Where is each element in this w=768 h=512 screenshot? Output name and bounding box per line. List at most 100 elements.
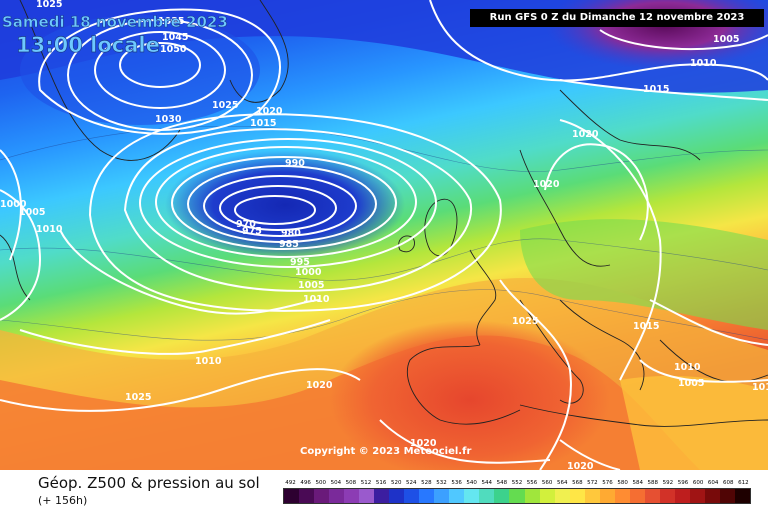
scale-swatch	[344, 489, 360, 503]
legend-area: Géop. Z500 & pression au sol (+ 156h) 49…	[0, 470, 768, 512]
run-info-box: Run GFS 0 Z du Dimanche 12 novembre 2023	[470, 9, 764, 27]
scale-value: 532	[436, 480, 447, 486]
isobar-label: 1010	[303, 294, 330, 305]
scale-value: 512	[360, 480, 372, 486]
scale-value: 604	[707, 480, 719, 486]
isobar-label: 985	[279, 239, 299, 250]
scale-value: 500	[315, 480, 326, 486]
scale-value: 492	[285, 480, 296, 486]
scale-value: 612	[738, 480, 749, 486]
isobar-label: 1045	[162, 32, 188, 43]
isobar-label: 1030	[155, 114, 182, 125]
scale-value: 508	[345, 480, 357, 486]
isobar-label: 1020	[567, 461, 594, 470]
scale-value: 552	[511, 480, 523, 486]
weather-map: 1025 1035 1045 1050 1025 1030 1020 1015 …	[0, 0, 768, 470]
scale-value: 496	[300, 480, 311, 486]
scale-swatch	[404, 489, 420, 503]
scale-swatch	[329, 489, 345, 503]
forecast-time: 13:00 locale	[16, 33, 160, 57]
isobar-label: 1025	[212, 100, 238, 111]
scale-swatch	[689, 489, 705, 503]
isobar-label: 1000	[0, 199, 27, 210]
isobar-label: 1020	[306, 380, 333, 391]
isobar-label: 1015	[250, 118, 276, 129]
color-scale-labels: 492 496 500 504 508 512 516 520 524 528 532 536 540 5…	[283, 478, 751, 488]
color-scale-swatches	[283, 488, 751, 504]
geopotential-contours	[0, 125, 768, 341]
isobar-label: 1020	[410, 438, 437, 449]
scale-swatch	[659, 489, 675, 503]
scale-value: 524	[406, 480, 417, 486]
scale-value: 516	[375, 480, 387, 486]
scale-swatch	[554, 489, 570, 503]
isobar-label: 1010	[752, 382, 768, 393]
isobar-label: 1000	[295, 267, 322, 278]
scale-swatch	[284, 489, 300, 503]
scale-swatch	[314, 489, 330, 503]
scale-value: 528	[421, 480, 432, 486]
scale-value: 592	[662, 480, 674, 486]
isobar-label: 1010	[674, 362, 701, 373]
scale-swatch	[494, 489, 510, 503]
isobar-label: 1035	[158, 16, 184, 27]
scale-value: 596	[677, 480, 689, 486]
isobar-label: 1015	[633, 321, 659, 332]
scale-value: 520	[390, 480, 402, 486]
scale-value: 548	[496, 480, 508, 486]
scale-swatch	[389, 489, 405, 503]
isobar-label: 1005	[713, 34, 739, 45]
isobar-label: 1020	[572, 129, 599, 140]
isobar-label: 1015	[643, 84, 669, 95]
forecast-date: Samedi 18 novembre 2023	[2, 13, 228, 31]
isobar-label: 975	[242, 226, 262, 237]
isobar-label: 1010	[690, 58, 717, 69]
scale-swatch	[674, 489, 690, 503]
scale-swatch	[704, 489, 720, 503]
isobar-label: 1020	[256, 106, 283, 117]
isobar-label: 1020	[533, 179, 560, 190]
scale-value: 504	[330, 480, 342, 486]
isobar-label: 995	[290, 257, 310, 268]
scale-value: 608	[723, 480, 734, 486]
scale-swatch	[569, 489, 585, 503]
scale-value: 560	[541, 480, 553, 486]
isobar-label: 1010	[36, 224, 63, 235]
scale-swatch	[539, 489, 555, 503]
scale-value: 600	[692, 480, 704, 486]
isobar-label: 1025	[125, 392, 151, 403]
scale-value: 588	[647, 480, 659, 486]
scale-swatch	[299, 489, 315, 503]
scale-value: 556	[526, 480, 538, 486]
isobar-label: 1025	[512, 316, 538, 327]
scale-value: 544	[481, 480, 493, 486]
scale-swatch	[734, 489, 750, 503]
scale-swatch	[479, 489, 495, 503]
hot-core	[330, 320, 610, 470]
isobar-label: 1005	[19, 207, 45, 218]
scale-swatch	[434, 489, 450, 503]
coastlines	[0, 0, 768, 427]
isobar-label: 1005	[678, 378, 704, 389]
scale-value: 540	[466, 480, 477, 486]
east-warm-region	[620, 375, 768, 470]
isobar-labels: 1025 1035 1045 1050 1025 1030 1020 1015 …	[0, 0, 768, 470]
isobar-label: 990	[285, 158, 305, 169]
scale-swatch	[359, 489, 375, 503]
scale-swatch	[644, 489, 660, 503]
isobar-label: 1010	[195, 356, 222, 367]
color-scale: 492 496 500 504 508 512 516 520 524 528 532 536 540 5…	[283, 478, 751, 504]
scale-value: 584	[632, 480, 643, 486]
scale-swatch	[629, 489, 645, 503]
east-green-region	[520, 219, 768, 330]
scale-value: 572	[587, 480, 598, 486]
isobar-label: 1005	[298, 280, 324, 291]
isobar-label: 970	[236, 219, 256, 230]
scale-swatch	[464, 489, 480, 503]
scale-swatch	[419, 489, 435, 503]
greenland-region	[20, 15, 260, 125]
scale-value: 580	[617, 480, 628, 486]
scale-value: 564	[556, 480, 568, 486]
scale-swatch	[449, 489, 465, 503]
